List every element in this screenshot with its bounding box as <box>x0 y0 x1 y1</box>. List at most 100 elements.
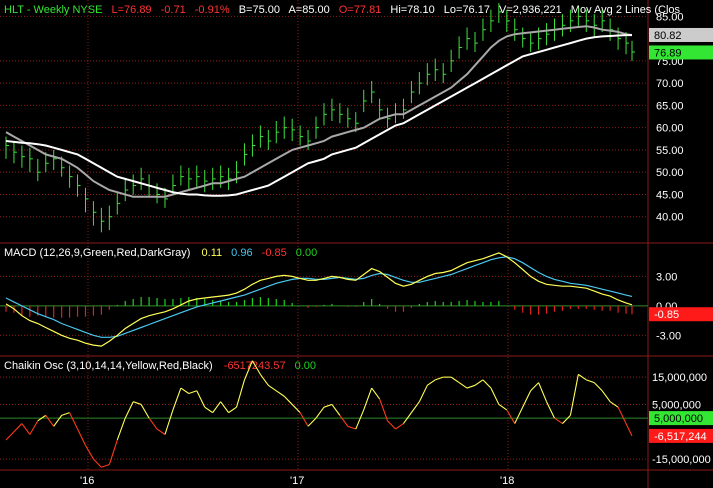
chaikin-line-segment <box>180 387 190 394</box>
chaikin-tick-label: 5,000,000 <box>652 399 701 411</box>
chaikin-line-segment <box>403 412 412 424</box>
chaikin-line-segment <box>61 412 70 416</box>
chaikin-line-segment <box>363 387 373 411</box>
price-tick-label: 55.00 <box>656 145 684 157</box>
chaikin-line-segment <box>235 379 246 408</box>
chaikin-line-segment <box>140 404 150 419</box>
macd-hist-tag-bg <box>649 307 713 322</box>
chaikin-line-segment <box>601 390 611 403</box>
chaikin-line-segment <box>474 379 484 386</box>
chaikin-line-segment <box>307 417 317 427</box>
symbol-text: HLT - Weekly NYSE <box>4 4 102 16</box>
change-pct: -0.91% <box>195 4 230 16</box>
chaikin-zero-tag: 5,000,000 <box>654 413 703 425</box>
chaikin-line-segment <box>371 387 381 400</box>
chaikin-line-segment <box>538 382 548 402</box>
chaikin-line-segment <box>578 373 587 381</box>
chaikin-line-segment <box>243 360 253 381</box>
chaikin-line-segment <box>355 409 365 430</box>
macd-signal-value: 0.96 <box>231 247 252 259</box>
macd-line <box>5 252 633 347</box>
chaikin-value: -6517243.57 <box>224 360 286 372</box>
value-tags: 80.82 76.89 -0.85 5,000,000 -6,517,244 <box>649 27 713 443</box>
volume: V=2,936,221 <box>499 4 562 16</box>
ma-fast-line <box>5 25 633 198</box>
chaikin-line-segment <box>148 417 158 430</box>
x-tick-label: '18 <box>500 475 514 487</box>
chaikin-line-segment <box>93 458 102 468</box>
change: -0.71 <box>161 4 186 16</box>
chaikin-line-segment <box>212 401 222 413</box>
bid: B=75.00 <box>239 4 280 16</box>
ma-value-tag: 80.82 <box>654 30 682 42</box>
ma-value-tag-bg <box>649 27 713 42</box>
ask: A=85.00 <box>288 4 329 16</box>
chaikin-line-segment <box>395 423 404 430</box>
chaikin-line-segment <box>315 406 325 419</box>
chaikin-line-segment <box>283 395 293 405</box>
macd-tick-label: -3.00 <box>656 330 681 342</box>
chaikin-line-segment <box>323 403 333 408</box>
last-price-tag-bg <box>649 45 713 60</box>
chaikin-line-segment <box>172 387 182 411</box>
chaikin-line-segment <box>347 425 356 430</box>
chaikin-line-segment <box>268 384 277 392</box>
chaikin-line-segment <box>85 445 94 460</box>
macd-panel <box>0 252 648 347</box>
chaikin-line-segment <box>291 404 301 414</box>
macd-hist-tag: -0.85 <box>654 309 679 321</box>
chaikin-line-segment <box>625 423 633 437</box>
chaikin-line-segment <box>379 398 389 422</box>
chaikin-line-segment <box>450 376 460 384</box>
price-panel <box>5 3 635 233</box>
chaikin-line-segment <box>498 403 508 411</box>
macd-value: 0.11 <box>202 247 223 259</box>
chaikin-line-segment <box>410 401 420 413</box>
x-tick-label: '17 <box>290 475 304 487</box>
chaikin-line-segment <box>586 379 595 384</box>
chaikin-line-segment <box>530 382 539 392</box>
price-tick-label: 60.00 <box>656 123 684 135</box>
chaikin-line-segment <box>196 390 206 408</box>
chaikin-line-segment <box>522 390 532 408</box>
ma-slow-line <box>5 34 632 197</box>
chaikin-line-segment <box>387 420 396 430</box>
price-header: HLT - Weekly NYSE L=76.89 -0.71 -0.91% B… <box>4 4 681 16</box>
macd-label: MACD (12,26,9,Green,Red,DarkGray) <box>4 247 190 259</box>
price-tick-label: 65.00 <box>656 100 684 112</box>
chaikin-line-segment <box>37 414 47 422</box>
chaikin-line-segment <box>554 417 563 425</box>
chaikin-line-segment <box>101 464 110 468</box>
chaikin-line-segment <box>259 374 269 386</box>
chaikin-line-segment <box>156 428 166 435</box>
chaikin-label: Chaikin Osc (3,10,14,14,Yellow,Red,Black… <box>4 360 213 372</box>
macd-zero-value: 0.00 <box>296 247 317 259</box>
chaikin-line-segment <box>546 401 555 419</box>
price-tick-label: 70.00 <box>656 78 684 90</box>
chaikin-line-segment <box>164 409 174 435</box>
chaikin-line-segment <box>77 428 86 446</box>
chaikin-line-segment <box>45 415 55 427</box>
chaikin-last-tag-bg <box>649 428 713 443</box>
chaikin-panel <box>0 360 648 468</box>
chaikin-tick-label: -15,000,000 <box>652 454 711 466</box>
x-tick-label: '16 <box>80 475 94 487</box>
last-price: L=76.89 <box>111 4 151 16</box>
chaikin-line-segment <box>21 423 31 435</box>
chaikin-last-tag: -6,517,244 <box>654 431 707 443</box>
last-price-tag: 76.89 <box>654 47 682 59</box>
chaikin-line-segment <box>204 406 213 414</box>
chaikin-line-segment <box>458 382 468 389</box>
chaikin-zero-tag-bg <box>649 411 713 426</box>
chaikin-line-segment <box>124 401 134 419</box>
chaikin-line-segment <box>418 385 428 402</box>
chaikin-line-segment <box>220 401 230 413</box>
macd-tick-label: 3.00 <box>656 271 677 283</box>
chaikin-line-segment <box>29 420 39 435</box>
chaikin-line-segment <box>339 415 349 427</box>
chaikin-line-segment <box>108 439 118 465</box>
chaikin-line-segment <box>299 412 309 427</box>
axis-labels: 40.0045.0050.0055.0060.0065.0070.0075.00… <box>80 11 711 487</box>
